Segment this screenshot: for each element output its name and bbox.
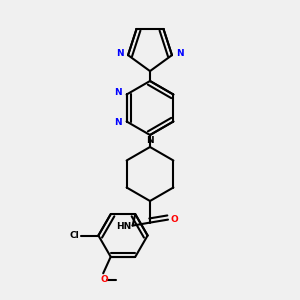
Text: Cl: Cl [70,231,79,240]
Text: N: N [176,49,183,58]
Text: N: N [146,136,154,145]
Text: N: N [114,88,122,97]
Text: HN: HN [116,222,131,231]
Text: O: O [171,214,178,224]
Text: N: N [116,49,123,58]
Text: O: O [101,275,109,284]
Text: N: N [114,118,122,127]
